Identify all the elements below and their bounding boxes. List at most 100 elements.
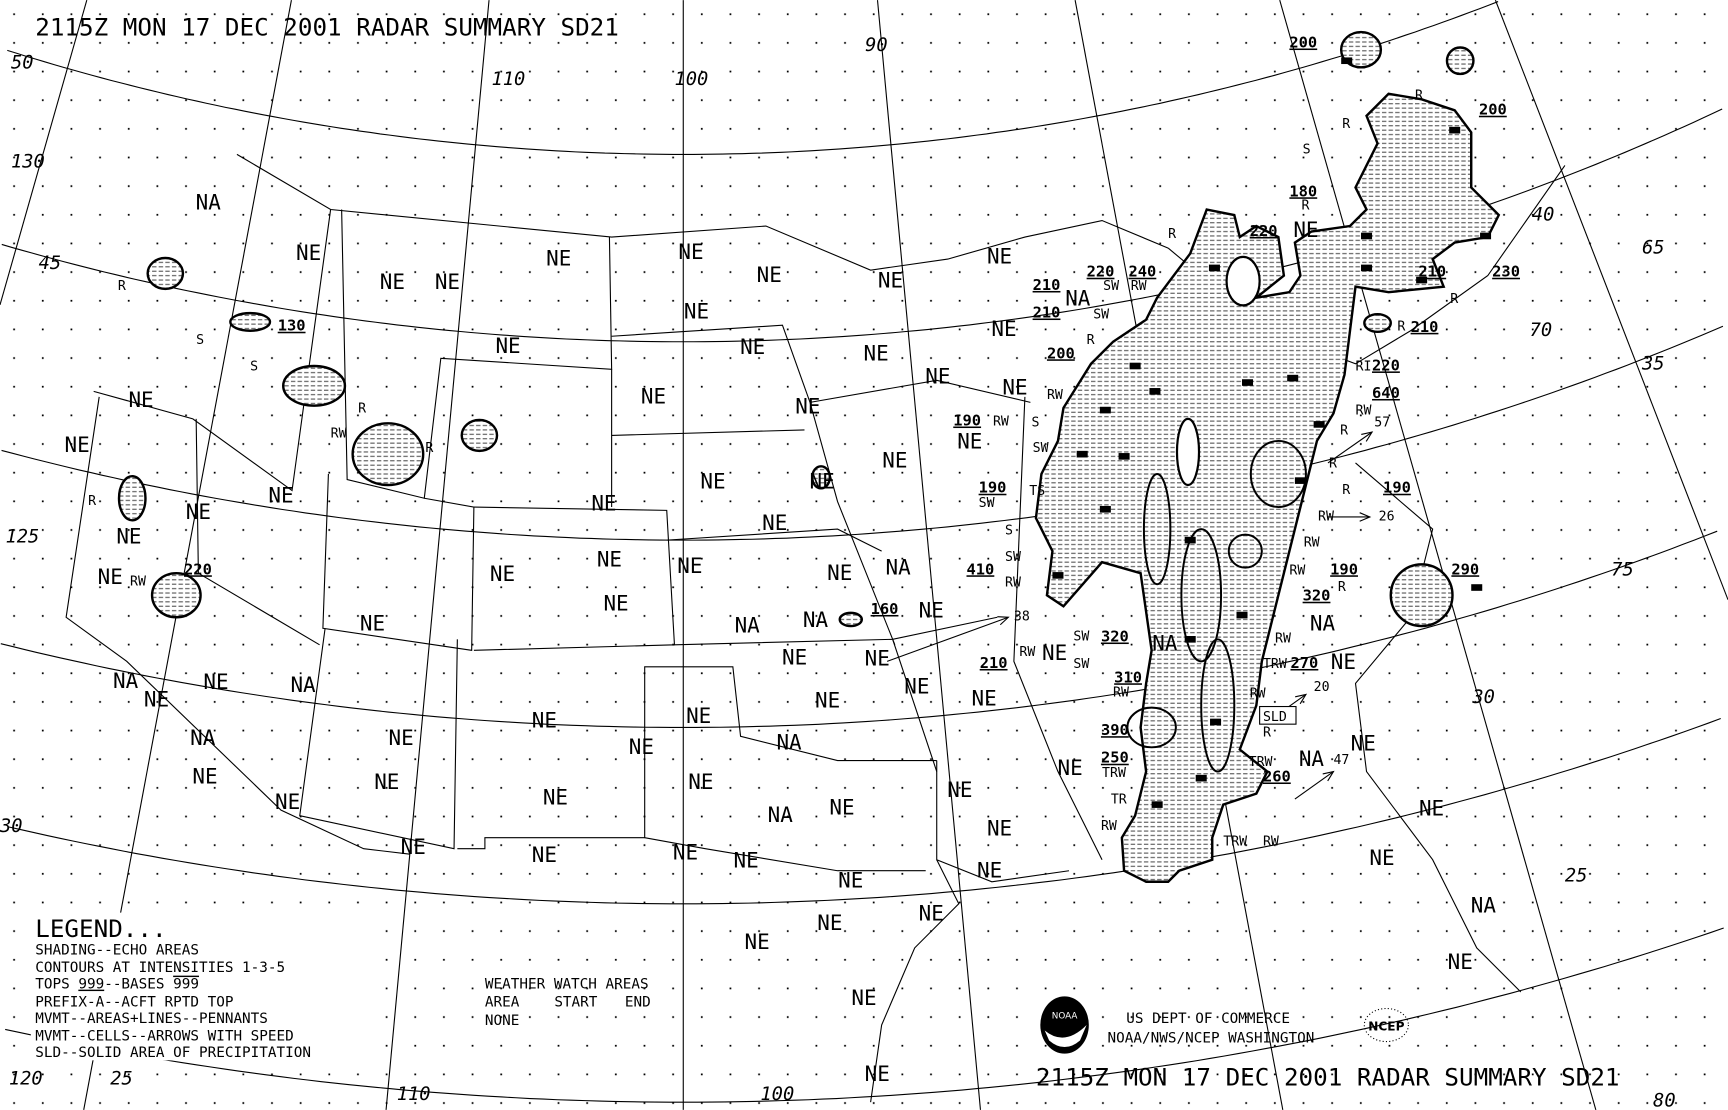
precip-type-label: SW bbox=[1093, 308, 1109, 323]
label-no-echoes: NE bbox=[360, 611, 385, 635]
border-line bbox=[473, 506, 676, 651]
border-line bbox=[611, 369, 805, 508]
precip-type-label: RW bbox=[1304, 536, 1320, 551]
precip-type-label: TRW bbox=[1102, 766, 1126, 781]
precip-type-label: RW bbox=[1250, 687, 1266, 702]
precip-type-label: S bbox=[1005, 524, 1013, 539]
watch-column-start: START bbox=[554, 994, 597, 1010]
cell-marker bbox=[1129, 362, 1141, 370]
label-no-echoes: NE bbox=[1331, 650, 1356, 674]
label-no-echoes: NE bbox=[98, 565, 123, 589]
precip-type-label: R bbox=[118, 279, 126, 294]
graticule-label: 25 bbox=[110, 1069, 133, 1090]
graticule-label: 110 bbox=[492, 69, 526, 90]
cell-marker bbox=[1480, 232, 1492, 240]
precip-type-label: R bbox=[1329, 456, 1337, 471]
echo-top-value: 410 bbox=[966, 560, 994, 578]
label-no-echoes: NE bbox=[591, 491, 616, 515]
label-no-echoes: NE bbox=[677, 554, 702, 578]
graticule-label: 110 bbox=[397, 1084, 431, 1105]
graticule-label: 35 bbox=[1641, 353, 1665, 374]
credit-line-1: US DEPT OF COMMERCE bbox=[1126, 1011, 1290, 1027]
label-no-echoes: NE bbox=[684, 300, 709, 324]
arrowhead-icon bbox=[997, 616, 1010, 626]
legend-line: PREFIX-A--ACFT RPTD TOP bbox=[35, 994, 233, 1010]
echo-top-value: 210 bbox=[1033, 276, 1061, 294]
ncep-logo: NCEP bbox=[1363, 1007, 1409, 1043]
label-no-echoes: NE bbox=[374, 770, 399, 794]
label-no-echoes: NE bbox=[919, 901, 944, 925]
cell-marker bbox=[1471, 584, 1483, 591]
precip-type-label: R bbox=[1342, 483, 1350, 498]
precip-type-label: R bbox=[425, 441, 433, 456]
echo-area bbox=[146, 256, 185, 291]
label-no-echoes: NE bbox=[678, 240, 703, 264]
longitude-line bbox=[1279, 0, 1597, 1110]
label-no-echoes: NE bbox=[865, 647, 890, 671]
border-line bbox=[809, 379, 1031, 403]
echo-top-value: 200 bbox=[1479, 101, 1507, 119]
precip-type-label: TRW bbox=[1223, 834, 1247, 849]
label-no-echoes: NE bbox=[546, 247, 571, 271]
label-no-echoes: NE bbox=[603, 592, 628, 616]
legend-tops-bases: TOPS 999--BASES 999 bbox=[35, 977, 199, 993]
precip-type-label: R bbox=[1168, 227, 1176, 242]
legend-line: MVMT--AREAS+LINES--PENNANTS bbox=[35, 1011, 268, 1027]
intensity-contour bbox=[1126, 706, 1177, 749]
precip-type-label: R bbox=[1338, 580, 1346, 595]
precip-type-label: R bbox=[358, 401, 366, 416]
label-no-echoes: NE bbox=[435, 270, 460, 294]
graticule-label: 125 bbox=[6, 526, 40, 547]
label-no-echoes: NE bbox=[827, 561, 852, 585]
cell-marker bbox=[1149, 388, 1161, 395]
echo-top-value: 250 bbox=[1101, 749, 1129, 767]
echo-top-value: 240 bbox=[1128, 263, 1156, 281]
precip-type-label: RW bbox=[1289, 563, 1305, 578]
label-no-echoes: NE bbox=[957, 430, 982, 454]
label-no-echoes: NE bbox=[700, 469, 725, 493]
echo-top-value: 200 bbox=[1289, 34, 1317, 52]
precip-type-label: TRW bbox=[1249, 755, 1273, 770]
echo-top-value: 210 bbox=[1033, 304, 1061, 322]
echo-area bbox=[117, 474, 147, 522]
echo-area bbox=[1034, 92, 1501, 883]
label-no-echoes: NE bbox=[864, 341, 889, 365]
precip-type-label: RW bbox=[1047, 388, 1063, 403]
precip-type-label: R bbox=[1263, 725, 1271, 740]
state-borders bbox=[65, 153, 1566, 1103]
echo-top-value: 640 bbox=[1372, 384, 1400, 402]
echo-gap bbox=[1225, 255, 1261, 307]
echo-top-value: 160 bbox=[871, 600, 899, 618]
label-no-echoes: NE bbox=[904, 674, 929, 698]
sld-box bbox=[1259, 705, 1297, 725]
precip-type-label: R bbox=[1087, 333, 1095, 348]
label-no-echoes: NE bbox=[186, 500, 211, 524]
echo-top-value: 310 bbox=[1114, 668, 1142, 686]
precip-type-label: R bbox=[1450, 292, 1458, 307]
echo-top-value: 190 bbox=[953, 412, 981, 430]
graticule-label: 100 bbox=[674, 69, 708, 90]
intensity-contour bbox=[1200, 638, 1236, 773]
intensity-contour bbox=[1249, 439, 1307, 509]
label-no-echoes: NE bbox=[972, 686, 997, 710]
echo-top-value: 190 bbox=[979, 479, 1007, 497]
label-no-echoes: NE bbox=[865, 1062, 890, 1086]
precip-type-label: R bbox=[1340, 423, 1348, 438]
cell-speed-label: 26 bbox=[1379, 509, 1395, 524]
cell-marker bbox=[1313, 421, 1325, 428]
echo-top-value: 220 bbox=[184, 560, 212, 578]
precip-type-label: R bbox=[1415, 88, 1423, 103]
border-line bbox=[666, 528, 882, 552]
echo-area bbox=[150, 571, 202, 619]
echo-area bbox=[1363, 312, 1392, 334]
border-line bbox=[936, 760, 1070, 883]
movement-arrow bbox=[886, 616, 1009, 662]
label-no-echoes: NE bbox=[838, 868, 863, 892]
label-no-echoes: NE bbox=[919, 598, 944, 622]
cell-marker bbox=[1341, 57, 1353, 65]
border-line bbox=[1354, 462, 1522, 993]
precip-type-label: R bbox=[1342, 117, 1350, 132]
label-no-echoes: NE bbox=[925, 365, 950, 389]
